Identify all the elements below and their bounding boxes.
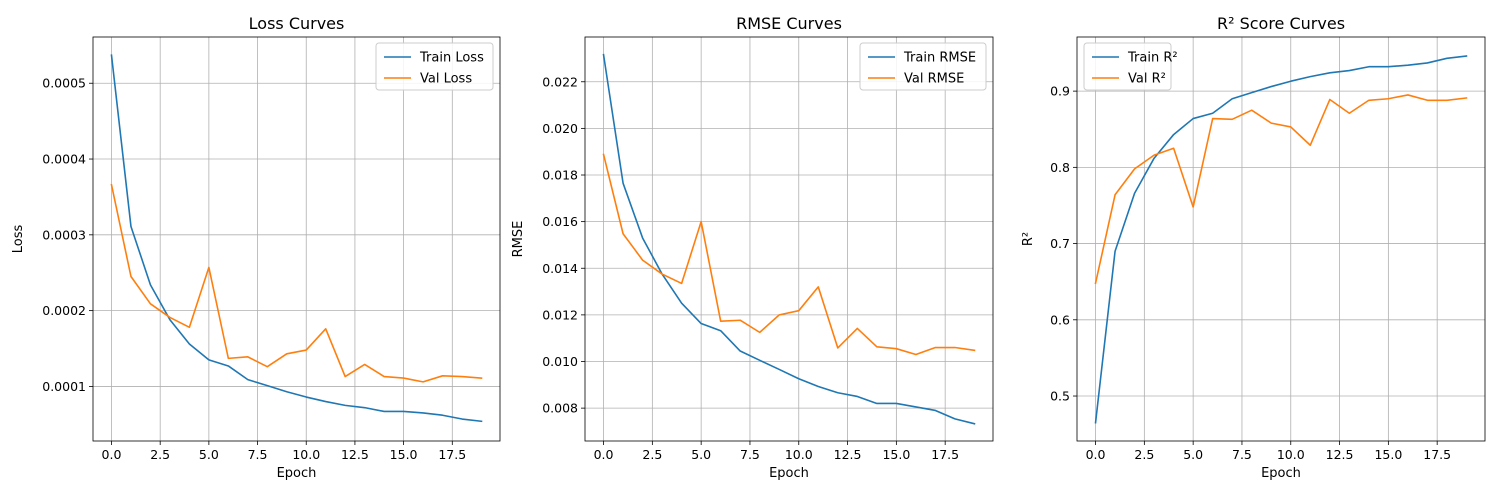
chart-1-xtick-label: 12.5 [341, 447, 369, 462]
chart-1-xtick-label: 7.5 [248, 447, 268, 462]
chart-3-legend: Train R² Val R² [1083, 42, 1178, 91]
chart-2-legend-label-val: Val RMSE [904, 72, 964, 87]
chart-1-plot-area [93, 37, 500, 441]
chart-1-axes-frame [92, 36, 501, 442]
chart-3-ytick-label: 0.9 [1050, 84, 1070, 99]
chart-2-series-val-line [602, 153, 976, 356]
chart-2-title: RMSE Curves [736, 14, 842, 33]
chart-1-series-val-line [110, 183, 483, 383]
chart-3-ylabel: R² [1021, 232, 1036, 246]
chart-2-xtick-label: 5.0 [691, 447, 711, 462]
chart-1-ytick-label: 0.0002 [42, 303, 86, 318]
chart-3-ytick-label: 0.6 [1050, 312, 1070, 327]
chart-2-legend: Train RMSE Val RMSE [859, 42, 987, 91]
chart-3-legend-label-train: Train R² [1127, 51, 1178, 66]
chart-1-ylabel: Loss [11, 225, 26, 254]
chart-3-axes-frame [1076, 36, 1486, 442]
chart-2-ytick-label: 0.020 [542, 121, 578, 136]
chart-2-xtick-label: 2.5 [642, 447, 662, 462]
chart-3-xtick-label: 12.5 [1326, 447, 1354, 462]
chart-2-series-train-line [602, 53, 976, 425]
chart-2-ytick-label: 0.018 [542, 168, 578, 183]
chart-3-xlabel: Epoch [1261, 466, 1301, 481]
chart-1-xtick-label: 15.0 [390, 447, 418, 462]
chart-3-xtick-label: 5.0 [1183, 447, 1203, 462]
chart-2-xtick-label: 15.0 [882, 447, 910, 462]
chart-1-ytick-label: 0.0004 [42, 152, 86, 167]
chart-1-ytick-label: 0.0001 [42, 379, 86, 394]
chart-2-plot-area [585, 37, 993, 441]
chart-3-xtick-label: 17.5 [1423, 447, 1451, 462]
chart-2-ylabel: RMSE [511, 221, 526, 258]
chart-3-ytick-label: 0.8 [1050, 160, 1070, 175]
chart-1-legend-label-train: Train Loss [419, 51, 484, 66]
chart-1-xtick-label: 10.0 [292, 447, 320, 462]
chart-3-series-val-line [1094, 94, 1468, 285]
chart-2-ytick-label: 0.016 [542, 214, 578, 229]
chart-2-xtick-label: 7.5 [740, 447, 760, 462]
chart-3-title: R² Score Curves [1217, 14, 1345, 33]
chart-1-xlabel: Epoch [277, 466, 317, 481]
chart-3-gridlines [1077, 37, 1485, 441]
chart-2-ytick-label: 0.022 [542, 74, 578, 89]
chart-2-ytick-label: 0.008 [542, 401, 578, 416]
chart-1-xtick-label: 2.5 [150, 447, 170, 462]
chart-3-xtick-label: 0.0 [1086, 447, 1106, 462]
chart-1-legend-label-val: Val Loss [420, 72, 472, 87]
chart-3-legend-label-val: Val R² [1128, 72, 1166, 87]
chart-3-xtick-label: 15.0 [1374, 447, 1402, 462]
chart-2-panel: 0.0 2.5 5.0 7.5 10.0 12.5 15.0 17.5 0.008 0.010 0.… [511, 14, 994, 481]
chart-1-xtick-label: 0.0 [102, 447, 122, 462]
chart-2-xtick-label: 10.0 [785, 447, 813, 462]
chart-1-xtick-label: 17.5 [438, 447, 466, 462]
chart-3-panel: 0.0 2.5 5.0 7.5 10.0 12.5 15.0 17.5 0.5 0.6 0.7 0.8… [1021, 14, 1486, 481]
chart-2-xlabel: Epoch [769, 466, 809, 481]
chart-3-xtick-label: 2.5 [1134, 447, 1154, 462]
chart-3-xtick-label: 10.0 [1277, 447, 1305, 462]
chart-2-xtick-label: 12.5 [834, 447, 862, 462]
chart-2-ytick-label: 0.014 [542, 261, 578, 276]
chart-1-ytick-label: 0.0003 [42, 227, 86, 242]
chart-2-ytick-label: 0.012 [542, 307, 578, 322]
chart-3-plot-area [1077, 37, 1485, 441]
chart-1-series-train-line [110, 54, 483, 423]
chart-2-gridlines [585, 37, 993, 441]
chart-3-ytick-label: 0.5 [1050, 389, 1070, 404]
chart-1-xtick-label: 5.0 [199, 447, 219, 462]
chart-3-xtick-label: 7.5 [1232, 447, 1252, 462]
chart-2-axes-frame [584, 36, 994, 442]
chart-2-xtick-label: 0.0 [594, 447, 614, 462]
chart-1-panel: 0.0 2.5 5.0 7.5 10.0 12.5 15.0 17.5 0.0001 0.0002… [11, 14, 501, 481]
chart-2-legend-label-train: Train RMSE [903, 51, 976, 66]
chart-1-ytick-label: 0.0005 [42, 76, 86, 91]
chart-1-legend: Train Loss Val Loss [375, 42, 494, 91]
chart-3-ytick-label: 0.7 [1050, 236, 1070, 251]
chart-2-xtick-label: 17.5 [931, 447, 959, 462]
chart-2-ytick-label: 0.010 [542, 354, 578, 369]
chart-1-title: Loss Curves [249, 14, 345, 33]
